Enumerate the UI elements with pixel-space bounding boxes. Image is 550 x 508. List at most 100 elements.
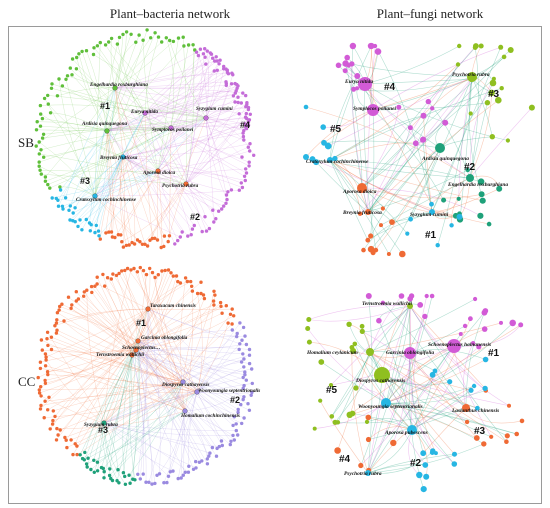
fungi-node [451, 461, 458, 467]
network-edge [369, 322, 502, 353]
bacteria-node [218, 58, 222, 62]
network-edge [103, 300, 214, 424]
bacteria-node [68, 218, 72, 222]
network-edge [372, 47, 501, 111]
network-edge [106, 130, 112, 233]
fungi-node [420, 112, 427, 119]
plant-node [358, 77, 372, 91]
bacteria-node [150, 270, 155, 275]
bacteria-node [54, 321, 59, 325]
bacteria-node [229, 439, 233, 443]
network-edge [182, 37, 187, 185]
bacteria-node [69, 306, 73, 310]
bacteria-node [69, 438, 73, 442]
col-title-fungi: Plant–fungi network [376, 6, 484, 21]
network-edge [76, 291, 139, 342]
fungi-node [484, 100, 491, 106]
network-edge [369, 351, 455, 455]
network-edge [157, 170, 159, 241]
fungi-node [505, 138, 510, 143]
plant-node [182, 408, 188, 414]
plant-label: Aporosa pubescens [384, 430, 428, 436]
bacteria-node [63, 435, 67, 440]
row-label-sb: SB [18, 135, 34, 150]
network-edge [185, 44, 195, 185]
network-edge [51, 349, 184, 383]
plant-label: Breynia fruticosa [99, 155, 138, 161]
bacteria-node [241, 134, 246, 139]
network-edge [137, 340, 208, 464]
bacteria-node [110, 235, 115, 239]
network-edge [156, 410, 186, 476]
network-edge [45, 349, 137, 381]
sb_fungi-edges [305, 45, 533, 255]
bacteria-node [123, 474, 127, 479]
network-edge [369, 351, 433, 453]
network-edge [52, 381, 184, 421]
bacteria-node [246, 145, 250, 149]
plant-label: Ternstroemia wallichii [96, 352, 145, 358]
network-edge [169, 127, 172, 236]
bacteria-node [244, 342, 249, 347]
network-edge [374, 45, 433, 213]
network-edge [157, 102, 248, 172]
bacteria-node [44, 355, 48, 359]
network-edge [47, 340, 139, 372]
bacteria-node [159, 245, 163, 250]
network-edge [372, 109, 444, 201]
bacteria-node [85, 465, 89, 469]
network-edge [182, 314, 231, 383]
network-edge [157, 44, 189, 172]
network-edge [361, 78, 495, 189]
bacteria-node [201, 293, 206, 297]
network-edge [409, 305, 437, 454]
fungi-node [386, 252, 391, 256]
bacteria-node [247, 160, 251, 164]
network-edge [205, 106, 246, 119]
plant-node [357, 183, 367, 193]
bacteria-node [46, 372, 50, 377]
bacteria-node [58, 188, 63, 192]
plant-node [142, 110, 148, 116]
network-edge [157, 150, 250, 172]
bacteria-node [56, 204, 61, 208]
fungi-node [486, 221, 492, 227]
network-edge [157, 38, 179, 172]
network-edge [39, 349, 137, 394]
network-edge [157, 170, 246, 181]
bacteria-node [181, 473, 185, 477]
bacteria-node [132, 242, 137, 246]
plant-node [374, 367, 390, 383]
network-edge [79, 354, 133, 455]
plant-node [365, 470, 371, 476]
network-edge [154, 277, 186, 412]
bacteria-node [70, 303, 74, 307]
bacteria-node [82, 290, 87, 294]
network-edge [44, 98, 96, 197]
plant-label: Engelhardia roxburghiana [447, 182, 508, 188]
network-edge [106, 130, 114, 238]
network-edge [39, 141, 96, 197]
network-edge [170, 127, 247, 174]
network-edge [329, 159, 390, 255]
network-edge [53, 381, 184, 412]
bacteria-node [239, 181, 243, 185]
fungi-node [342, 68, 348, 74]
sb_bacteria-edges [36, 29, 254, 248]
network-edge [411, 381, 450, 431]
network-edge [65, 87, 116, 198]
network-edge [205, 110, 240, 119]
network-edge [94, 84, 237, 197]
bacteria-node [211, 208, 215, 212]
fungi-node [495, 96, 502, 104]
bacteria-node [190, 284, 194, 288]
network-edge [135, 315, 234, 351]
network-edge [78, 298, 133, 356]
network-edge [103, 323, 233, 424]
network-edge [360, 374, 383, 466]
bacteria-node [99, 465, 104, 470]
network-edge [51, 83, 207, 119]
network-edge [75, 156, 124, 222]
network-edge [469, 102, 488, 179]
network-edge [307, 328, 387, 404]
